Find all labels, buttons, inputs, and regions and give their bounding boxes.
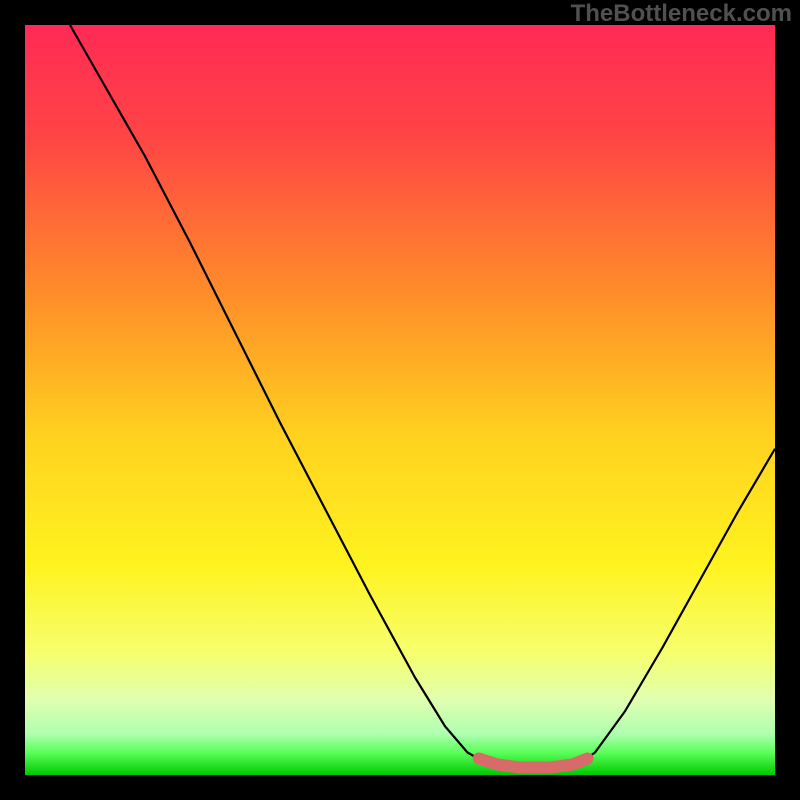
gradient-background [25, 25, 775, 775]
chart-container: TheBottleneck.com [0, 0, 800, 800]
chart-svg [25, 25, 775, 775]
plot-area [25, 25, 775, 775]
watermark-text: TheBottleneck.com [571, 0, 792, 28]
